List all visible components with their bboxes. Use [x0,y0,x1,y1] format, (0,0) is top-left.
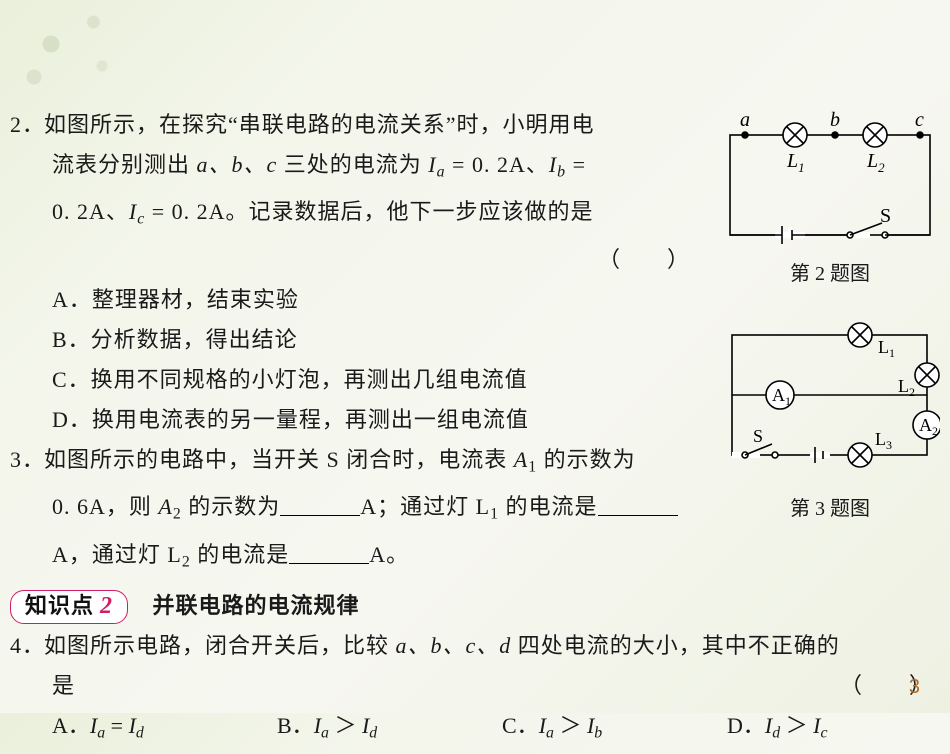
page-number: 3 [909,676,920,699]
svg-text:L1: L1 [878,337,895,360]
q2-number: 2． [10,105,44,145]
q2-optA: A．整理器材，结束实验 [10,280,770,320]
corner-decoration [0,0,170,110]
q3-line3: A，通过灯 L2 的电流是A。 [10,535,770,582]
svg-text:c: c [915,110,924,131]
svg-text:L1: L1 [786,150,805,175]
q2-line2: 流表分别测出 a、b、c 三处的电流为 Ia = 0. 2A、Ib = [10,145,770,192]
q4-optC: C．Ia ＞ Ib [502,706,727,753]
svg-text:S: S [753,426,763,446]
q3-number: 3． [10,440,44,480]
q4-line2: 是 （ ） [10,666,932,706]
q4-line1: 4．如图所示电路，闭合开关后，比较 a、b、c、d 四处电流的大小，其中不正确的 [10,626,930,666]
q3-line2: 0. 6A，则 A2 的示数为A；通过灯 L1 的电流是 [10,487,770,534]
figure-3: A1 A2 L1 L2 L3 S 第 3 题图 [720,320,940,524]
q4-number: 4． [10,626,44,666]
q3-line1: 3．如图所示的电路中，当开关 S 闭合时，电流表 A1 的示数为 [10,440,770,487]
q2-line1: 2．如图所示，在探究“串联电路的电流关系”时，小明用电 [10,105,770,145]
q2-optD: D．换用电流表的另一量程，再测出一组电流值 [10,400,770,440]
blank-3 [289,563,369,564]
q2-optC: C．换用不同规格的小灯泡，再测出几组电流值 [10,360,770,400]
svg-text:b: b [830,110,840,131]
text-column: 2．如图所示，在探究“串联电路的电流关系”时，小明用电 流表分别测出 a、b、c… [10,105,770,754]
q4-optB: B．Ia ＞ Id [277,706,502,753]
svg-text:a: a [740,110,750,131]
svg-text:S: S [880,205,891,227]
figure-3-caption: 第 3 题图 [720,494,940,524]
figure-2: a b c L1 L2 S 第 2 题图 [720,110,940,289]
figure-3-svg: A1 A2 L1 L2 L3 S [720,320,940,485]
blank-1 [280,515,360,516]
svg-text:L2: L2 [898,376,915,399]
svg-text:L2: L2 [866,150,885,175]
q4-options: A．Ia = Id B．Ia ＞ Id C．Ia ＞ Ib D．Id ＞ Ic [10,706,950,753]
q4-optD: D．Id ＞ Ic [727,706,950,753]
figure-2-svg: a b c L1 L2 S [720,110,940,250]
knowledge-pill: 知识点2 [10,590,128,624]
q2-paren: （ ） [10,240,770,280]
blank-2 [598,515,678,516]
q2-line3: 0. 2A、Ic = 0. 2A。记录数据后，他下一步应该做的是 [10,192,770,239]
q2-optB: B．分析数据，得出结论 [10,320,770,360]
svg-text:L3: L3 [875,429,892,452]
figure-2-caption: 第 2 题图 [720,259,940,289]
knowledge-point-row: 知识点2 并联电路的电流规律 [10,586,770,626]
q4-optA: A．Ia = Id [52,706,277,753]
